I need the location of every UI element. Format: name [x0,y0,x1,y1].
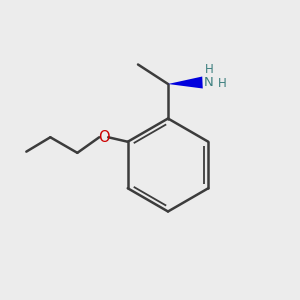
Text: H: H [205,63,214,76]
Text: H: H [218,77,226,90]
Text: N: N [204,76,214,89]
Text: O: O [98,130,110,145]
Polygon shape [168,76,203,88]
